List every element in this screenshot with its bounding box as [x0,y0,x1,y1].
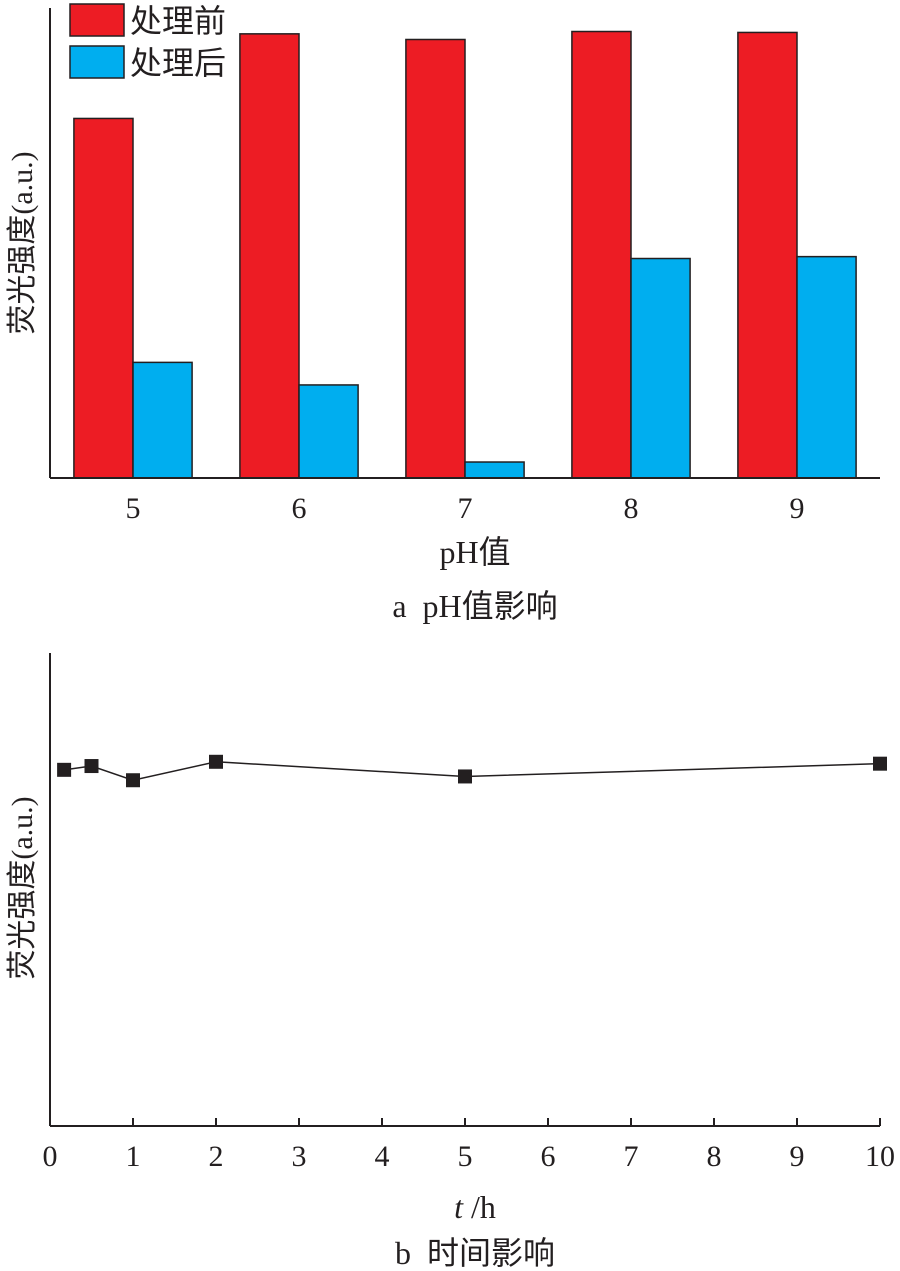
bar-before-6 [239,33,300,479]
bar-after-6 [298,384,359,479]
x-tick-label: 9 [790,1140,805,1173]
bar-after-5 [132,361,193,479]
x-tick-label: 6 [292,492,307,525]
bar-after-9 [796,255,857,479]
x-tick-label: 8 [624,492,639,525]
x-tick-label: 1 [126,1140,141,1173]
x-tick-label: 6 [541,1140,556,1173]
bar-before-8 [571,30,632,479]
x-axis-title-b: t /h [454,1189,496,1225]
legend-swatch [69,45,125,79]
data-point-marker [57,762,72,777]
data-point-marker [458,769,472,784]
x-tick-label: 3 [292,1140,307,1173]
x-axis-title-a: pH值 [439,534,510,570]
data-point-marker [209,754,223,769]
x-axis-title-unit: /h [463,1189,496,1225]
x-tick-label: 10 [865,1140,895,1173]
data-point-marker [873,756,887,771]
x-tick-label: 8 [707,1140,722,1173]
x-tick-label: 7 [458,492,473,525]
y-axis-title-a: 荧光强度(a.u.) [6,151,39,334]
legend-label: 处理前 [130,3,226,39]
caption-a: a pH值影响 [392,588,557,624]
markers-group [57,754,887,788]
bar-before-5 [73,117,134,479]
x-tick-label: 0 [43,1140,58,1173]
data-point-marker [126,773,140,788]
x-tick-label: 2 [209,1140,224,1173]
legend-swatch [69,3,125,37]
legend-label: 处理后 [130,45,226,81]
x-tick-label: 5 [126,492,141,525]
x-tick-label: 7 [624,1140,639,1173]
data-point-marker [84,759,99,774]
x-ticks-b: 0 1 2 3 4 5 6 7 8 9 10 [43,1118,895,1173]
x-tick-label: 5 [458,1140,473,1173]
series-line [64,761,881,782]
bar-after-8 [630,257,691,479]
bars-group [73,30,857,479]
y-axis-title-b: 荧光强度(a.u.) [6,796,39,979]
time-effect-chart: 0 1 2 3 4 5 6 7 8 9 10 荧光强度(a.u.) t /h b 时间影响 [6,653,895,1271]
x-tick-label: 4 [375,1140,390,1173]
caption-b: b 时间影响 [395,1235,555,1271]
bar-before-7 [405,38,466,479]
bar-before-9 [737,31,798,479]
bar-after-7 [464,461,525,479]
x-ticks-a: 5 6 7 8 9 [126,492,805,525]
x-tick-label: 9 [790,492,805,525]
x-axis-title-italic: t [454,1189,464,1225]
